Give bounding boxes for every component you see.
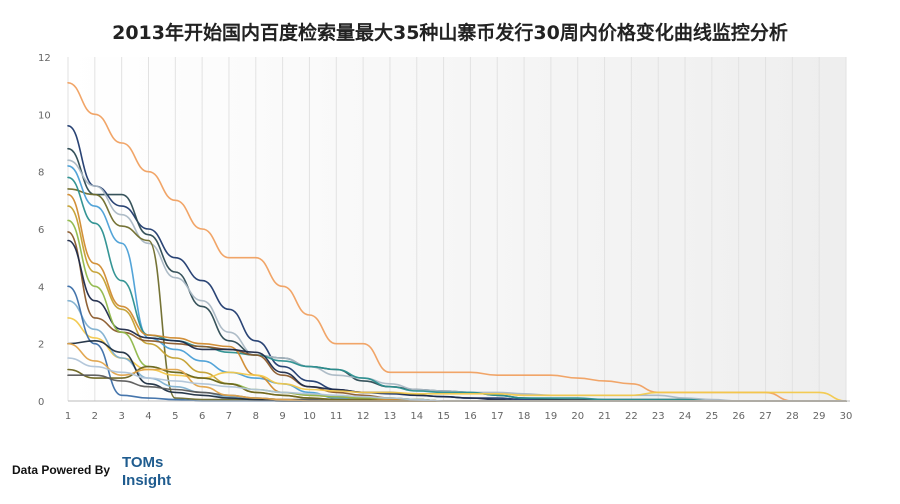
x-tick-label: 22 — [625, 411, 638, 422]
x-tick-label: 15 — [437, 411, 450, 422]
x-tick-label: 30 — [840, 411, 853, 422]
x-tick-label: 16 — [464, 411, 477, 422]
x-tick-label: 28 — [786, 411, 799, 422]
x-tick-label: 19 — [545, 411, 558, 422]
x-tick-label: 27 — [759, 411, 772, 422]
y-tick-label: 6 — [38, 225, 44, 236]
x-tick-label: 23 — [652, 411, 665, 422]
x-tick-label: 29 — [813, 411, 826, 422]
x-tick-label: 10 — [303, 411, 316, 422]
x-tick-label: 9 — [279, 411, 285, 422]
x-tick-label: 24 — [679, 411, 692, 422]
y-tick-label: 10 — [38, 110, 51, 121]
x-tick-label: 8 — [253, 411, 259, 422]
y-tick-label: 0 — [38, 397, 44, 408]
brand-logo: TOMs Insight — [122, 454, 171, 490]
grid-lines — [67, 57, 847, 401]
x-tick-label: 18 — [518, 411, 531, 422]
x-tick-label: 6 — [199, 411, 205, 422]
x-tick-label: 13 — [384, 411, 397, 422]
y-tick-label: 4 — [38, 282, 44, 293]
x-tick-label: 20 — [571, 411, 584, 422]
brand-line-1: TOMs — [122, 454, 164, 471]
plot-background — [68, 57, 846, 401]
x-tick-label: 21 — [598, 411, 611, 422]
x-tick-label: 14 — [410, 411, 423, 422]
x-tick-label: 3 — [118, 411, 124, 422]
x-tick-label: 5 — [172, 411, 178, 422]
x-tick-label: 12 — [357, 411, 370, 422]
x-tick-label: 17 — [491, 411, 504, 422]
x-tick-label: 25 — [705, 411, 718, 422]
x-tick-label: 4 — [145, 411, 151, 422]
plot-area — [68, 57, 846, 401]
axes: 1 2 3 4 5 6 7 8 9 10 11 12 13 14 15 16 17 18 19 20 21 22 23 24 2… — [38, 53, 852, 422]
brand-line-2: Insight — [122, 472, 172, 489]
chart-title: 2013年开始国内百度检索量最大35种山寨币发行30周内价格变化曲线监控分析 — [112, 22, 788, 44]
y-tick-label: 12 — [38, 53, 51, 64]
x-tick-label: 1 — [65, 411, 71, 422]
y-tick-label: 2 — [38, 340, 44, 351]
x-tick-label: 7 — [226, 411, 232, 422]
x-tick-label: 2 — [92, 411, 98, 422]
x-tick-label: 11 — [330, 411, 343, 422]
data-powered-by-label: Data Powered By — [12, 463, 111, 477]
x-tick-label: 26 — [732, 411, 745, 422]
y-tick-label: 8 — [38, 168, 44, 179]
